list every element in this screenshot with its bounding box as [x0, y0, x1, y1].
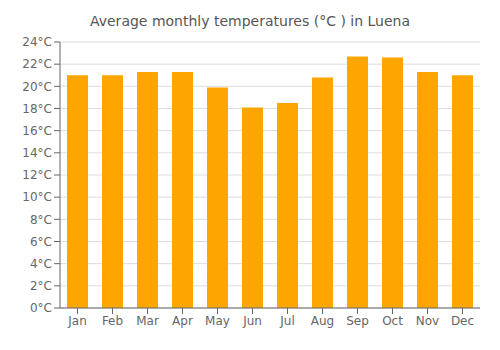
svg-text:Jul: Jul — [279, 314, 294, 328]
svg-text:20°C: 20°C — [22, 80, 52, 94]
svg-text:14°C: 14°C — [22, 146, 52, 160]
svg-text:Nov: Nov — [416, 314, 439, 328]
svg-text:8°C: 8°C — [30, 213, 52, 227]
svg-text:0°C: 0°C — [30, 301, 52, 315]
svg-text:Jun: Jun — [242, 314, 262, 328]
svg-text:24°C: 24°C — [22, 35, 52, 49]
svg-text:May: May — [205, 314, 230, 328]
svg-text:12°C: 12°C — [22, 168, 52, 182]
svg-text:Apr: Apr — [172, 314, 193, 328]
svg-text:Feb: Feb — [102, 314, 123, 328]
svg-text:16°C: 16°C — [22, 124, 52, 138]
svg-text:Jan: Jan — [67, 314, 87, 328]
svg-text:18°C: 18°C — [22, 102, 52, 116]
svg-text:Oct: Oct — [382, 314, 403, 328]
svg-text:Aug: Aug — [311, 314, 334, 328]
html-text:Average monthly temperatures (: Average monthly temperatures (°C ) in Lu… — [90, 13, 410, 29]
svg-text:Sep: Sep — [346, 314, 369, 328]
svg-text:22°C: 22°C — [22, 57, 52, 71]
svg-text:6°C: 6°C — [30, 235, 52, 249]
svg-text:10°C: 10°C — [22, 190, 52, 204]
svg-text:Mar: Mar — [136, 314, 159, 328]
svg-text:4°C: 4°C — [30, 257, 52, 271]
svg-text:Dec: Dec — [451, 314, 474, 328]
svg-text:2°C: 2°C — [30, 279, 52, 293]
